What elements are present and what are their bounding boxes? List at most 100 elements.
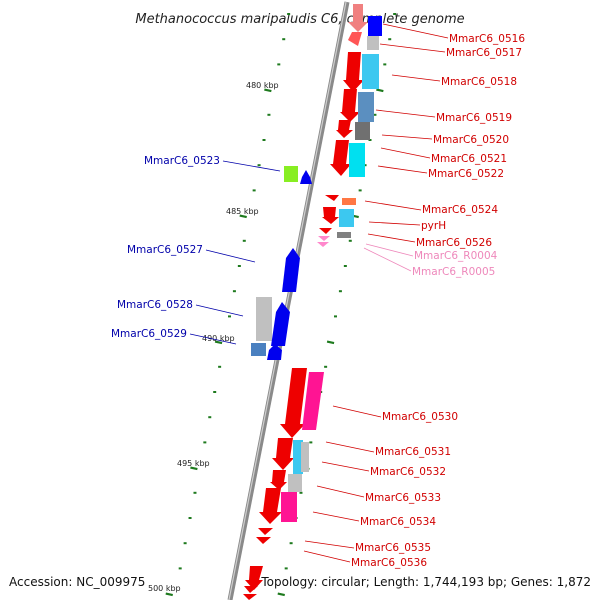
gene-0530-box-arrow[interactable] [302,372,324,430]
label-0523[interactable]: MmarC6_0523 [144,155,220,167]
gene-0531-arrow[interactable] [272,438,294,470]
label-0535[interactable]: MmarC6_0535 [355,542,431,554]
gene-0516-arrow-small[interactable] [348,32,362,46]
label-0522[interactable]: MmarC6_0522 [428,168,504,180]
connector-0517 [379,43,446,53]
connector-0520 [381,134,433,140]
gene-0523-arrow[interactable] [300,170,312,184]
gene-0528-box[interactable] [256,297,272,341]
connector-0524 [364,200,422,211]
gene-labels-reverse: MmarC6_0523 MmarC6_0527 MmarC6_0528 Mmar… [111,155,220,340]
gene-0527-arrow[interactable] [282,248,300,292]
rna-R0004-arrow[interactable] [318,236,330,241]
gene-features [243,4,382,600]
genome-backbone-highlight [228,1,347,600]
label-0528[interactable]: MmarC6_0528 [117,299,193,311]
gene-0522-box[interactable] [349,143,365,177]
tick-mark [239,214,247,219]
label-0520[interactable]: MmarC6_0520 [433,134,509,146]
gene-bottom-arrow-3[interactable] [243,594,257,600]
gene-0531-box[interactable] [293,440,303,474]
gene-0521-arrow[interactable] [330,140,351,176]
gene-0517-box[interactable] [367,36,379,50]
gene-0520-box[interactable] [355,122,370,140]
gene-0535-arrow[interactable] [258,528,273,535]
connector-0531 [325,441,375,453]
scale-label-490: 490 kbp [202,334,235,343]
label-0526[interactable]: MmarC6_0526 [416,237,492,249]
gene-0528-arrow[interactable] [271,302,290,346]
rna-R0005-arrow[interactable] [317,242,329,247]
connector-0534 [312,511,360,522]
tick-mark [277,592,285,597]
gene-0519-arrow[interactable] [340,89,360,122]
connector-0523 [222,160,281,172]
gene-0516-arrow[interactable] [348,4,368,32]
gene-0518-box[interactable] [362,54,379,89]
accession-text: Accession: NC_009975 [9,575,145,589]
gene-0534-arrow[interactable] [259,488,282,524]
gene-0523-box[interactable] [284,166,298,182]
connector-0527 [205,249,256,263]
gene-0536-arrow[interactable] [256,537,271,544]
gene-0533-box[interactable] [288,474,302,492]
connector-0521 [380,147,431,159]
gene-0532-box[interactable] [301,442,309,472]
gene-pyrH-box[interactable] [339,209,354,227]
label-R0005[interactable]: MmarC6_R0005 [412,266,495,278]
connector-0530 [332,405,382,418]
gene-0532-arrow[interactable] [270,470,287,490]
label-0530[interactable]: MmarC6_0530 [382,411,458,423]
connector-0516 [382,23,449,39]
gene-pyrH-arrow[interactable] [322,207,339,224]
gene-0529-box[interactable] [251,343,266,356]
label-0533[interactable]: MmarC6_0533 [365,492,441,504]
gene-0529-arrow[interactable] [267,344,282,360]
tick-mark [190,466,198,471]
label-0532[interactable]: MmarC6_0532 [370,466,446,478]
label-0516[interactable]: MmarC6_0516 [449,33,525,45]
label-0521[interactable]: MmarC6_0521 [431,153,507,165]
gene-0519-box[interactable] [358,92,374,122]
label-pyrH[interactable]: pyrH [421,220,446,232]
tick-mark [264,88,272,93]
reverse-gene-features [251,166,312,360]
label-0531[interactable]: MmarC6_0531 [375,446,451,458]
connector-0526 [367,233,416,243]
topology-text: Topology: circular; Length: 1,744,193 bp… [260,575,591,589]
label-0519[interactable]: MmarC6_0519 [436,112,512,124]
genome-backbone [227,1,350,600]
tick-mark [376,88,384,93]
gene-0526-arrow[interactable] [319,228,332,234]
gene-0518-arrow[interactable] [343,52,364,92]
gene-0526-box[interactable] [337,232,351,238]
tick-mark [165,592,173,597]
gene-0524-box[interactable] [342,198,356,205]
gene-0534-box[interactable] [281,492,297,522]
connector-0518 [391,74,441,82]
scale-label-485: 485 kbp [226,207,259,216]
connector-R0004 [365,243,414,257]
gene-0524-arrow[interactable] [325,195,339,201]
connector-0522 [377,165,428,174]
gene-0516-cds-box[interactable] [368,16,382,36]
gene-bottom-arrow-2[interactable] [244,586,258,593]
gene-labels-forward: MmarC6_0516 MmarC6_0517 MmarC6_0518 Mmar… [351,33,525,569]
label-R0004[interactable]: MmarC6_R0004 [414,250,498,262]
gene-bottom-arrow[interactable] [245,566,263,590]
label-0517[interactable]: MmarC6_0517 [446,47,522,59]
gene-0530-arrow[interactable] [280,368,307,438]
label-0518[interactable]: MmarC6_0518 [441,76,517,88]
label-0529[interactable]: MmarC6_0529 [111,328,187,340]
label-0534[interactable]: MmarC6_0534 [360,516,436,528]
label-0524[interactable]: MmarC6_0524 [422,204,498,216]
map-title: Methanococcus maripaludis C6, complete g… [135,12,464,27]
label-0536[interactable]: MmarC6_0536 [351,557,427,569]
connector-0536 [303,550,351,563]
tick-mark [214,340,223,345]
label-0527[interactable]: MmarC6_0527 [127,244,203,256]
gene-0520-arrow[interactable] [336,120,353,138]
connector-0519 [375,109,436,118]
scale-label-495: 495 kbp [177,459,210,468]
